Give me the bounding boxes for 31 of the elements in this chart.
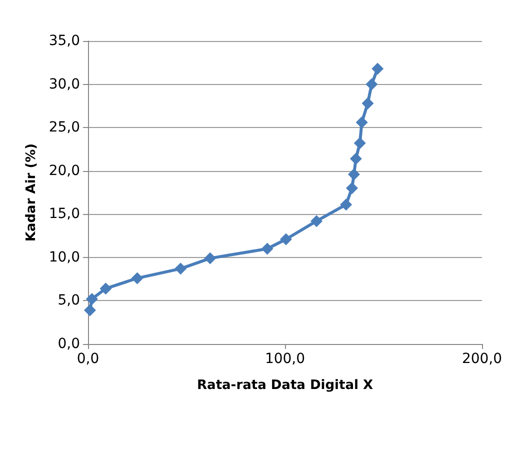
point [174,262,187,275]
y-tick-label: 25,0 [48,120,80,136]
point [348,168,360,180]
y-tick-label: 20,0 [48,162,80,179]
point [84,304,96,316]
point [372,62,384,75]
y-tick-label: 10,0 [48,249,80,266]
point [131,272,144,284]
y-tick-label: 0,0 [58,336,80,352]
point [86,292,98,305]
x-tick-label: 0,0 [76,351,100,367]
point [346,182,358,194]
point [350,152,362,165]
x-tick-label: 100,0 [264,351,306,367]
point [310,215,323,228]
x-axis-title: Rata-rata Data Digital X [197,378,373,393]
point [354,137,366,150]
point [280,233,292,246]
point [366,78,378,90]
point [100,282,112,295]
y-tick-label: 35,0 [48,33,80,49]
point [340,198,352,211]
y-axis-title: Kadar Air (%) [24,143,39,242]
point [261,242,274,255]
y-tick-label: 15,0 [48,206,80,222]
y-tick-label: 30,0 [48,76,80,92]
x-tick-label: 200,0 [462,351,502,367]
y-tick-label: 5,0 [58,292,80,309]
point [362,97,374,110]
point [356,116,368,128]
point [204,252,216,264]
